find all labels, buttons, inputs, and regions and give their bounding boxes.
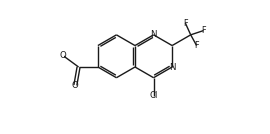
Text: O: O: [59, 51, 66, 60]
Text: F: F: [201, 26, 206, 35]
Text: F: F: [183, 18, 188, 28]
Text: O: O: [72, 81, 79, 90]
Text: N: N: [169, 62, 176, 72]
Text: N: N: [150, 30, 157, 39]
Text: Cl: Cl: [149, 91, 158, 100]
Text: F: F: [194, 41, 199, 50]
